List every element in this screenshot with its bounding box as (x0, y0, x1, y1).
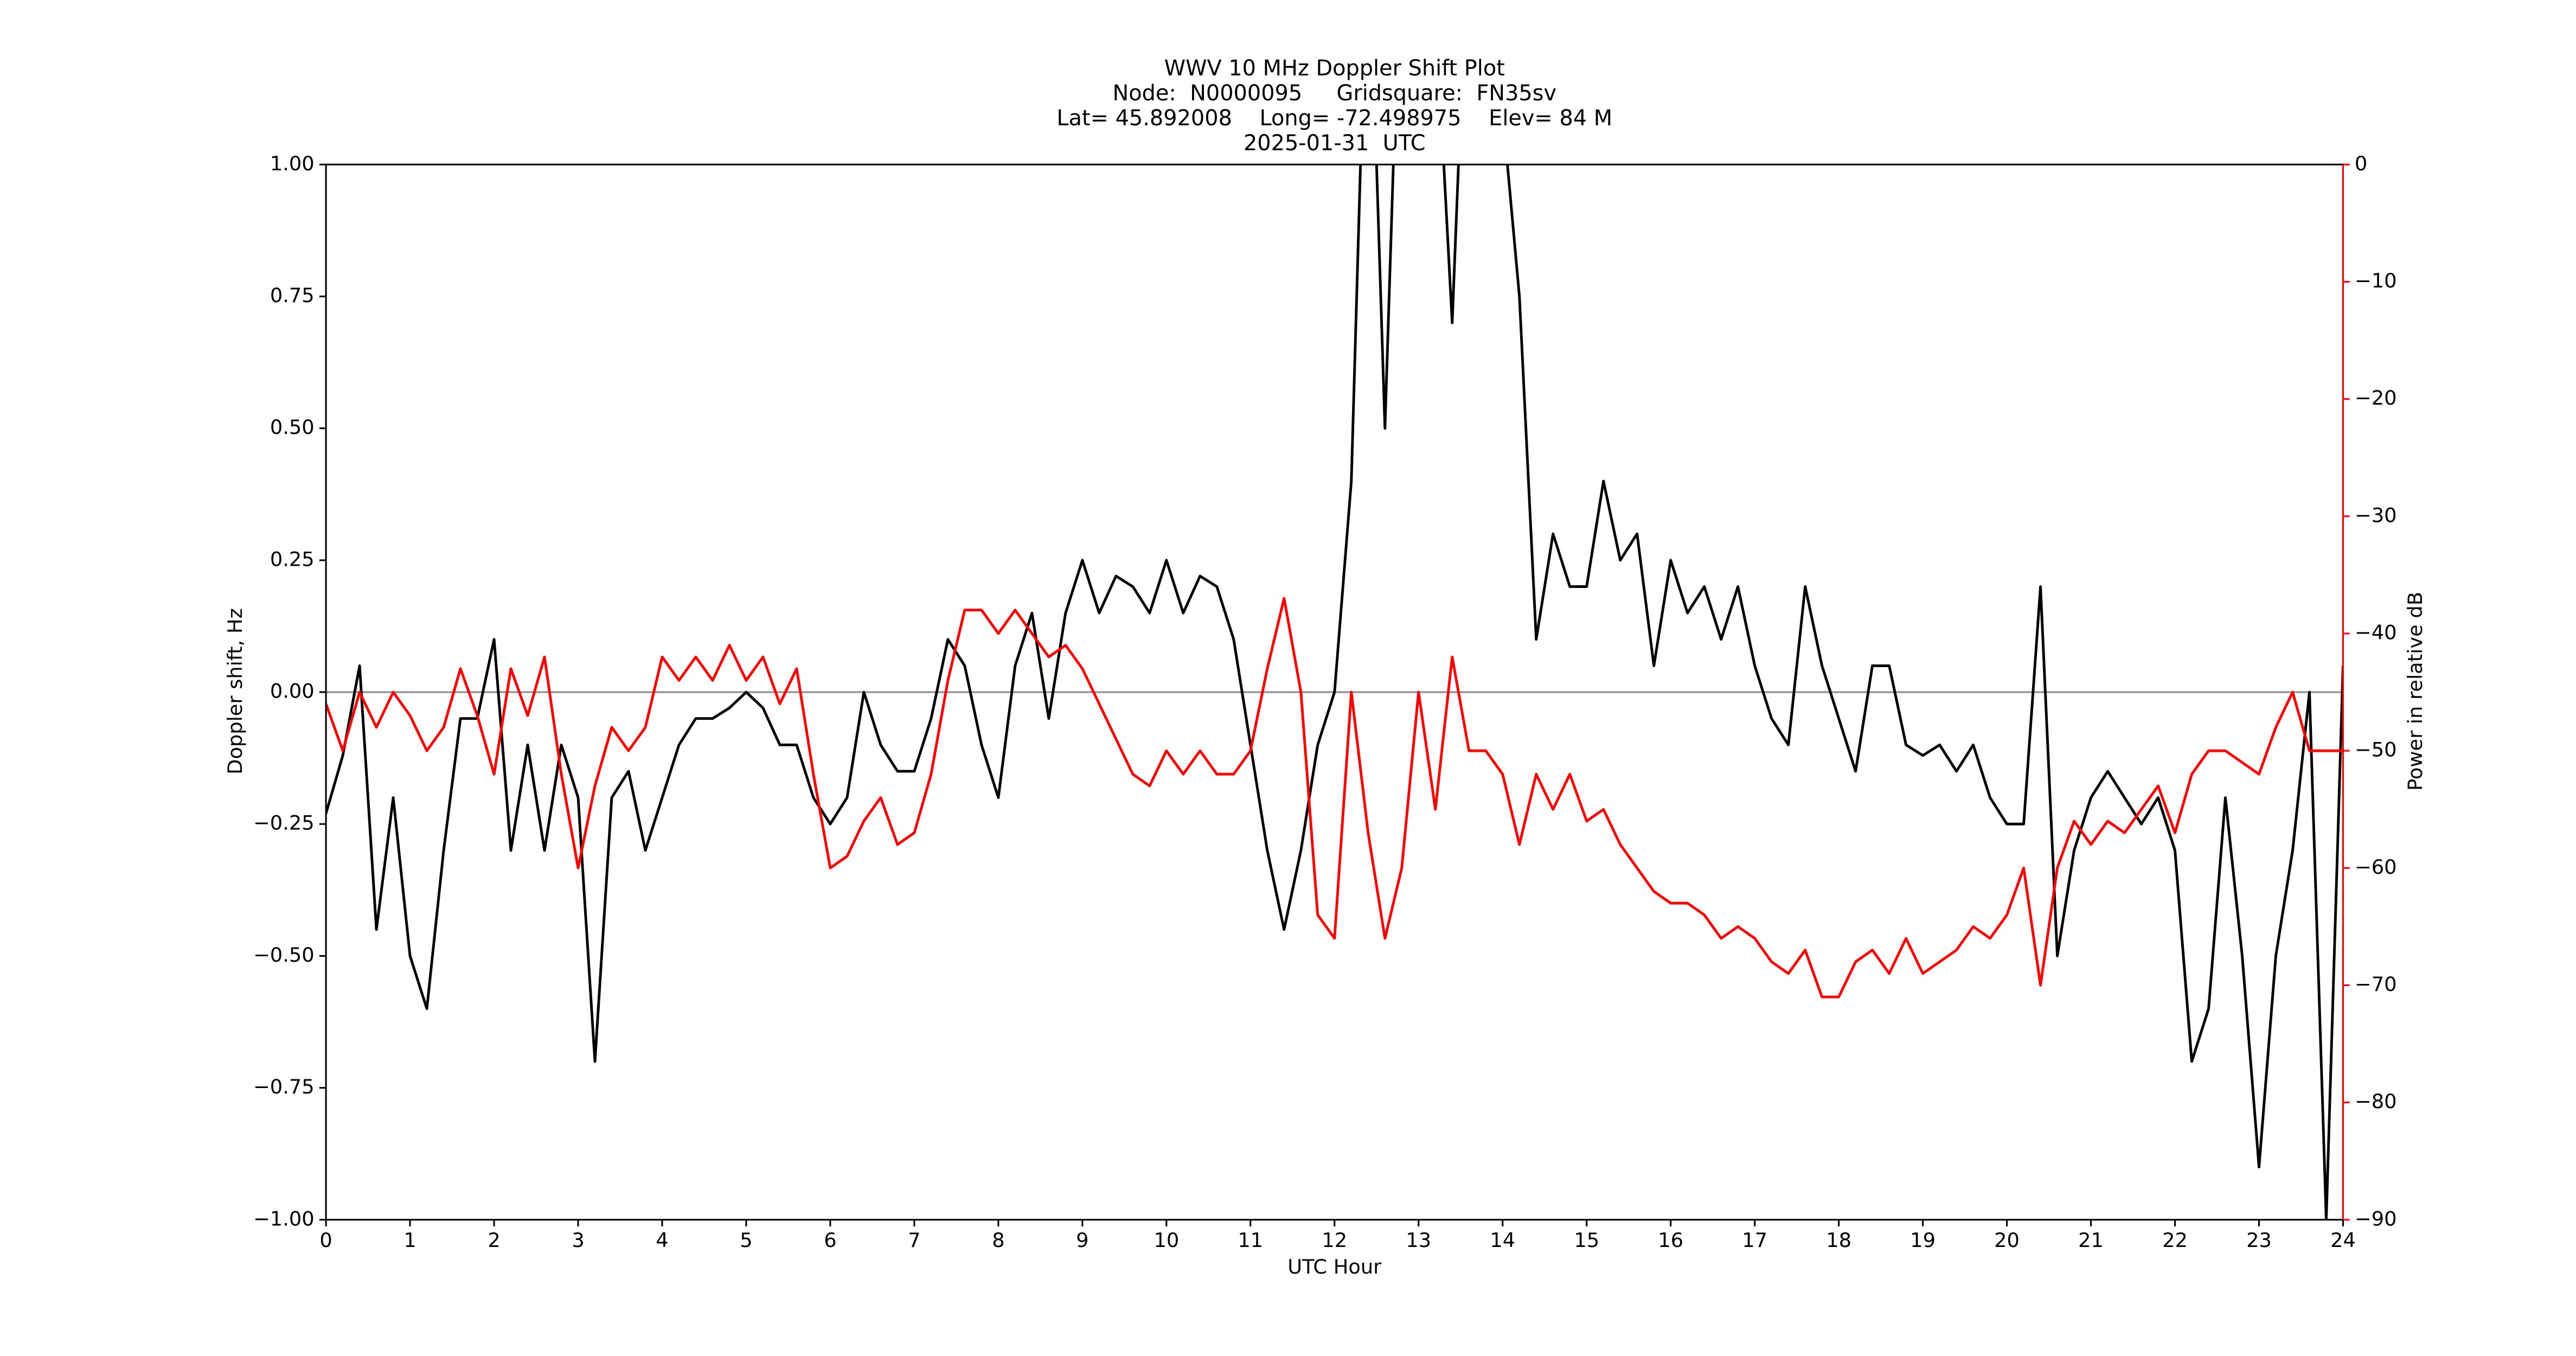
x-tick-label: 17 (1742, 1229, 1767, 1252)
x-tick-label: 2 (488, 1229, 500, 1252)
series-line (326, 597, 2343, 999)
series-line (326, 164, 2343, 1220)
x-tick-label: 22 (2162, 1229, 2188, 1252)
y2-tick-label: −10 (2355, 269, 2397, 292)
y2-tick-label: −30 (2355, 503, 2397, 527)
chart-title: WWV 10 MHz Doppler Shift Plot (1164, 56, 1505, 81)
y-tick-label: 1.00 (270, 152, 315, 175)
y2-tick-label: −20 (2355, 386, 2397, 410)
x-tick-label: 18 (1826, 1229, 1851, 1252)
y2-tick-label: −40 (2355, 621, 2397, 644)
chart-subtitle: 2025-01-31 UTC (1244, 131, 1426, 156)
y-tick-label: 0.00 (270, 680, 315, 703)
chart-subtitle: Node: N0000095 Gridsquare: FN35sv (1113, 81, 1557, 106)
x-tick-label: 1 (403, 1229, 416, 1252)
y-axis-label: Doppler shift, Hz (223, 608, 247, 775)
x-tick-label: 12 (1322, 1229, 1347, 1252)
y-tick-label: −1.00 (253, 1207, 315, 1230)
y2-axis-label: Power in relative dB (2404, 592, 2427, 791)
y2-tick-label: 0 (2355, 152, 2367, 175)
y-tick-label: −0.25 (253, 811, 315, 835)
x-tick-label: 24 (2330, 1229, 2356, 1252)
y2-tick-label: −60 (2355, 855, 2397, 879)
y-tick-label: 0.75 (270, 284, 315, 307)
x-tick-label: 20 (1994, 1229, 2020, 1252)
y2-tick-label: −90 (2355, 1207, 2397, 1230)
x-tick-label: 10 (1154, 1229, 1179, 1252)
y2-tick-label: −80 (2355, 1090, 2397, 1113)
chart-subtitle: Lat= 45.892008 Long= -72.498975 Elev= 84… (1056, 106, 1612, 131)
y2-tick-label: −50 (2355, 738, 2397, 762)
x-tick-label: 23 (2246, 1229, 2272, 1252)
x-tick-label: 6 (824, 1229, 836, 1252)
y-tick-label: 0.50 (270, 415, 315, 439)
x-tick-label: 11 (1238, 1229, 1263, 1252)
x-tick-label: 13 (1406, 1229, 1431, 1252)
x-tick-label: 5 (740, 1229, 752, 1252)
x-tick-label: 4 (656, 1229, 668, 1252)
x-tick-label: 8 (992, 1229, 1004, 1252)
x-tick-label: 3 (572, 1229, 584, 1252)
x-tick-label: 16 (1658, 1229, 1683, 1252)
x-axis-label: UTC Hour (1287, 1255, 1382, 1278)
x-tick-label: 7 (908, 1229, 920, 1252)
x-tick-label: 21 (2078, 1229, 2104, 1252)
y-tick-label: 0.25 (270, 547, 315, 571)
x-tick-label: 15 (1574, 1229, 1599, 1252)
y-tick-label: −0.50 (253, 943, 315, 967)
x-tick-label: 14 (1490, 1229, 1515, 1252)
x-tick-label: 0 (319, 1229, 332, 1252)
x-tick-label: 19 (1910, 1229, 1936, 1252)
x-tick-label: 9 (1076, 1229, 1088, 1252)
y-tick-label: −0.75 (253, 1075, 315, 1098)
y2-tick-label: −70 (2355, 973, 2397, 996)
